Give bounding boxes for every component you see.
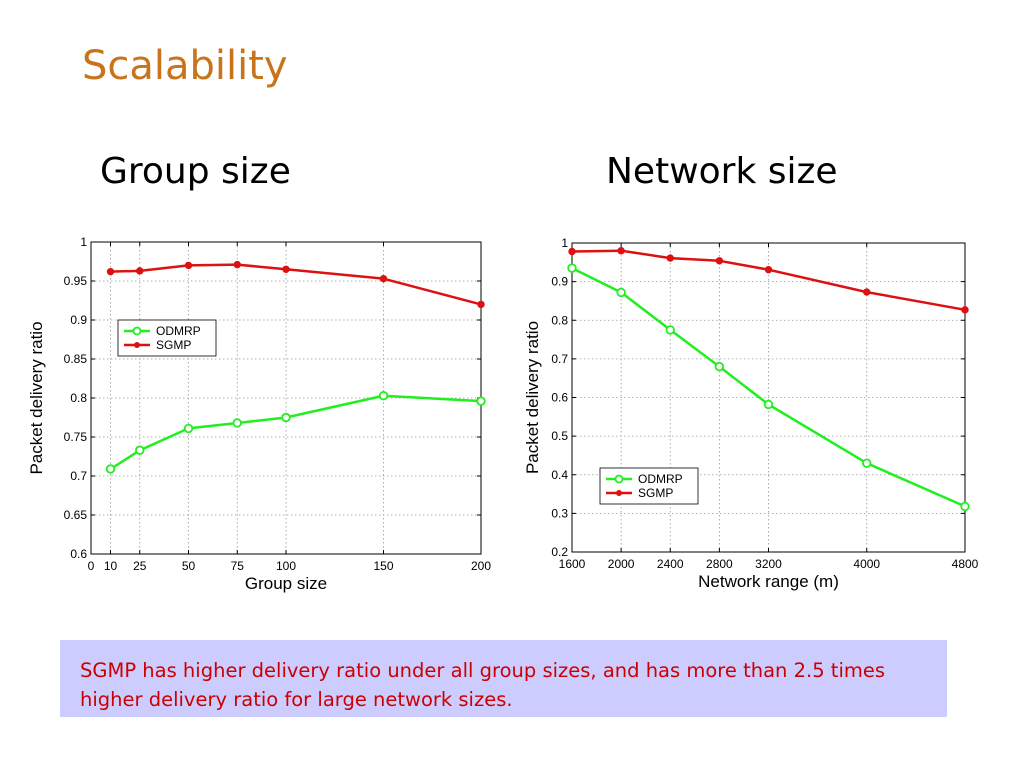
y-tick-label: 0.6 <box>551 391 568 405</box>
x-tick-label: 10 <box>104 559 118 573</box>
odmrp-point <box>105 464 116 474</box>
y-axis-title: Packet delivery ratio <box>27 321 46 474</box>
y-tick-label: 0.65 <box>64 508 88 522</box>
y-tick-label: 0.75 <box>64 430 88 444</box>
y-tick-label: 0.7 <box>551 352 568 366</box>
x-tick-label: 150 <box>373 559 393 573</box>
sgmp-legend-marker <box>616 490 622 496</box>
slide-title: Scalability <box>82 43 288 89</box>
odmrp-point <box>183 423 194 434</box>
odmrp-point <box>476 396 486 406</box>
sgmp-point <box>136 267 144 275</box>
x-tick-label: 3200 <box>755 557 782 571</box>
x-tick-label: 200 <box>471 559 491 573</box>
odmrp-point <box>862 458 872 468</box>
odmrp-point <box>281 412 291 423</box>
sgmp-legend-label: SGMP <box>156 338 191 352</box>
sgmp-point <box>477 300 485 309</box>
network-size-heading: Network size <box>606 151 838 192</box>
y-axis-title: Packet delivery ratio <box>523 321 542 474</box>
y-tick-label: 0.3 <box>551 506 568 520</box>
x-tick-label: 100 <box>276 559 296 573</box>
x-axis-title: Group size <box>245 574 327 593</box>
odmrp-point <box>135 445 145 455</box>
y-tick-label: 0.8 <box>551 313 568 327</box>
summary-text: SGMP has higher delivery ratio under all… <box>80 659 886 711</box>
y-tick-label: 0.95 <box>64 274 88 288</box>
odmrp-point <box>665 325 675 335</box>
y-tick-label: 0.6 <box>70 547 87 561</box>
sgmp-legend-label: SGMP <box>638 486 673 500</box>
sgmp-point <box>282 265 290 273</box>
odmrp-legend-marker <box>132 326 142 336</box>
y-tick-label: 0.2 <box>551 545 568 559</box>
y-tick-label: 0.9 <box>70 313 87 327</box>
y-tick-label: 0.7 <box>70 469 87 483</box>
odmrp-point <box>616 287 626 298</box>
x-tick-label: 75 <box>231 559 245 573</box>
x-tick-label: 50 <box>182 559 196 573</box>
y-tick-label: 0.9 <box>551 275 568 289</box>
y-tick-label: 1 <box>561 236 568 250</box>
sgmp-point <box>715 257 724 265</box>
x-tick-label: 2800 <box>706 557 733 571</box>
x-tick-label: 1600 <box>559 557 586 571</box>
x-tick-label: 4000 <box>853 557 880 571</box>
sgmp-point <box>961 306 969 314</box>
y-tick-label: 0.5 <box>551 429 568 443</box>
sgmp-point <box>379 274 388 283</box>
sgmp-point <box>863 288 871 296</box>
x-tick-label: 4800 <box>952 557 979 571</box>
summary-box: SGMP has higher delivery ratio under all… <box>60 640 947 717</box>
legend-box <box>117 319 217 357</box>
network-size-chart: 1600 2000 2400 2800 3200 4000 4800 0.2 0.3 0.4 0.5… <box>516 226 1002 602</box>
y-tick-label: 1 <box>80 235 87 249</box>
odmrp-legend-marker <box>614 474 624 484</box>
odmrp-legend-label: ODMRP <box>156 324 201 338</box>
sgmp-point <box>666 254 674 262</box>
odmrp-point <box>232 418 242 428</box>
sgmp-point <box>184 261 193 270</box>
sgmp-point <box>568 247 576 256</box>
sgmp-point <box>106 267 115 276</box>
sgmp-point <box>617 247 625 255</box>
network-size-chart-svg: 1600 2000 2400 2800 3200 4000 4800 0.2 0.3 0.4 0.5… <box>523 236 979 591</box>
odmrp-legend-label: ODMRP <box>638 472 683 486</box>
x-tick-label: 0 <box>88 559 95 573</box>
sgmp-point <box>233 260 241 269</box>
odmrp-point <box>960 501 970 512</box>
legend-box <box>599 467 699 505</box>
y-tick-label: 0.85 <box>64 352 88 366</box>
odmrp-point <box>763 399 774 410</box>
x-tick-label: 2000 <box>608 557 635 571</box>
odmrp-point <box>567 263 577 273</box>
x-axis-title: Network range (m) <box>698 572 839 591</box>
group-size-chart-svg: 0 10 25 50 75 100 150 200 0.6 0.65 0.7 0.75 0.8 0.85 0… <box>27 235 491 593</box>
odmrp-point <box>714 361 725 372</box>
x-tick-label: 25 <box>133 559 147 573</box>
y-tick-label: 0.8 <box>70 391 87 405</box>
group-size-chart: 0 10 25 50 75 100 150 200 0.6 0.65 0.7 0.75 0.8 0.85 0… <box>20 226 498 602</box>
sgmp-point <box>764 265 773 274</box>
y-tick-label: 0.4 <box>551 468 568 482</box>
odmrp-point <box>378 390 389 401</box>
sgmp-legend-marker <box>134 342 140 348</box>
x-tick-label: 2400 <box>657 557 684 571</box>
group-size-heading: Group size <box>100 151 291 192</box>
